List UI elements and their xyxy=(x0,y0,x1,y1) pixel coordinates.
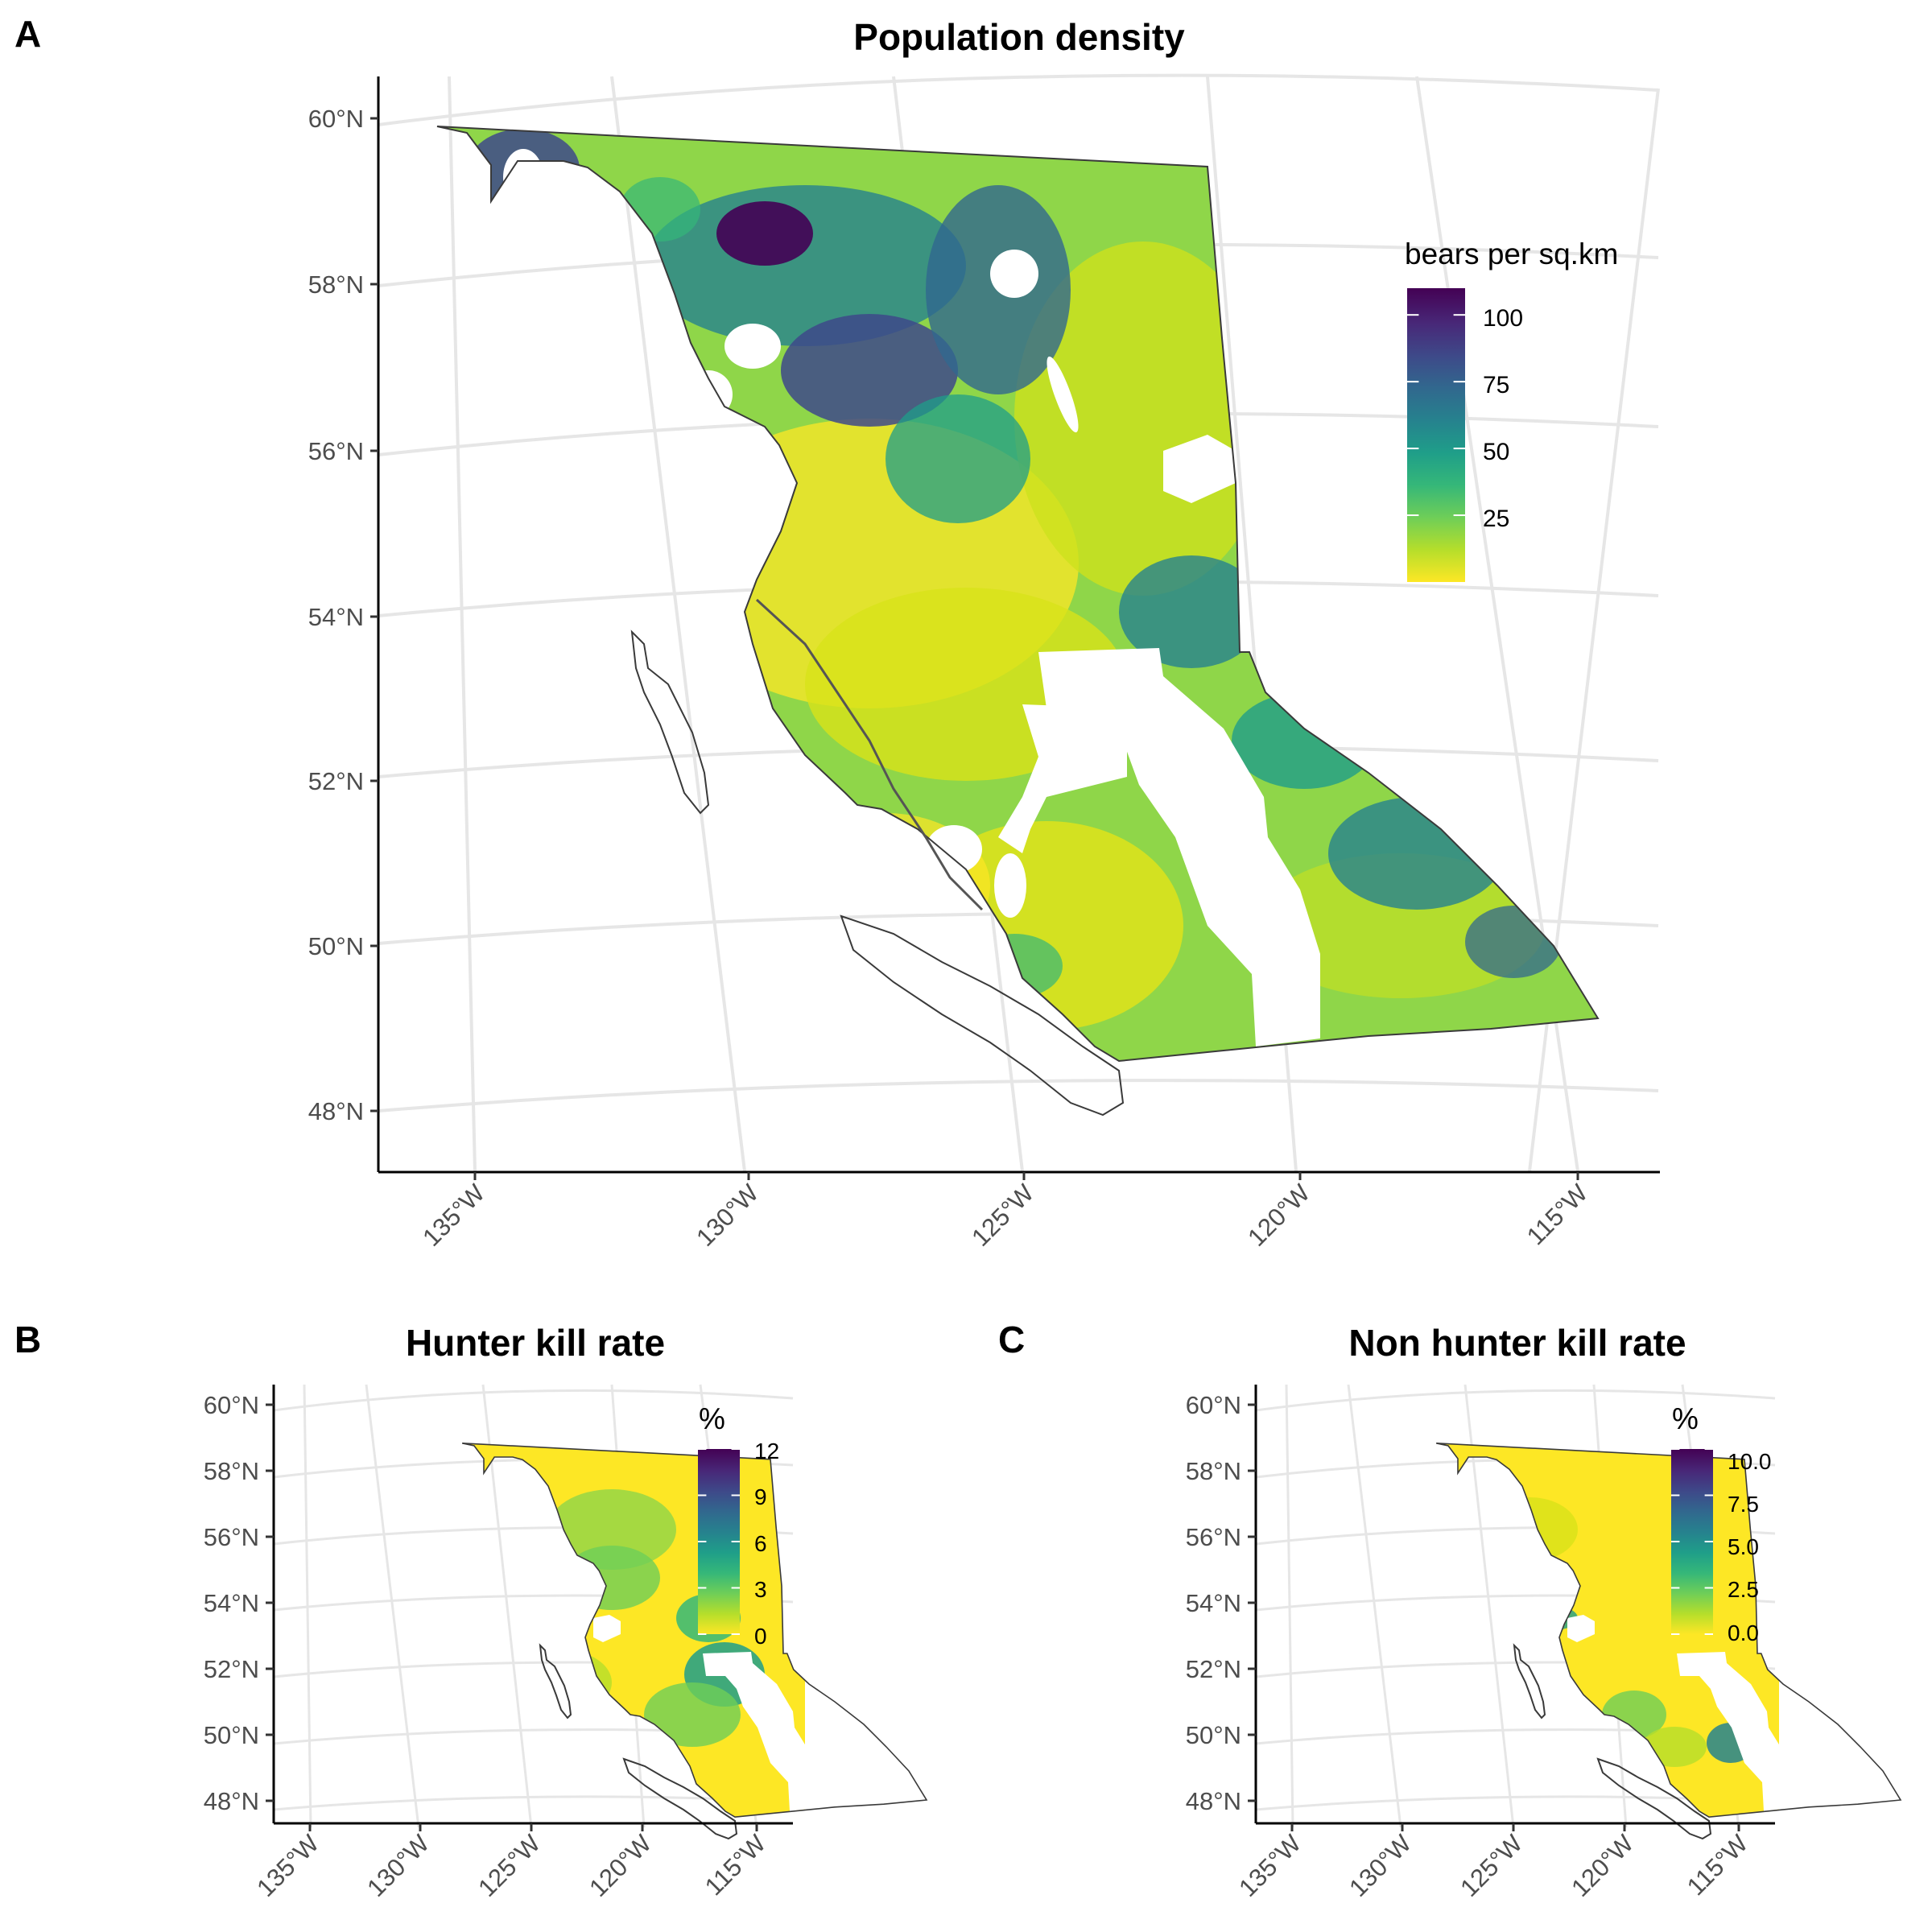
lon-label: 125°W xyxy=(966,1179,1039,1252)
panel-c-legend: % 10.0 7.5 5.0 2.5 0.0 xyxy=(1671,1402,1772,1645)
panel-a-legend: bears per sq.km 100 75 50 25 xyxy=(1405,237,1618,582)
lat-label: 58°N xyxy=(1186,1457,1241,1485)
lon-label: 125°W xyxy=(473,1829,546,1902)
panel-b-letter: B xyxy=(14,1319,41,1360)
lon-label: 130°W xyxy=(691,1179,764,1252)
lat-label: 56°N xyxy=(308,437,364,465)
panel-a-lat-labels: 60°N 58°N 56°N 54°N 52°N 50°N 48°N xyxy=(308,105,378,1125)
lat-label: 60°N xyxy=(308,105,364,133)
panel-b-ticks xyxy=(266,1403,758,1831)
legend-tick-label: 7.5 xyxy=(1728,1492,1759,1517)
lat-label: 56°N xyxy=(1186,1523,1241,1551)
lat-label: 48°N xyxy=(204,1787,259,1815)
panel-c-letter: C xyxy=(998,1319,1025,1360)
panel-c-no-data-areas xyxy=(1567,1615,1790,1811)
panel-c-title: Non hunter kill rate xyxy=(1348,1322,1686,1364)
lon-label: 130°W xyxy=(1344,1829,1417,1902)
lat-label: 48°N xyxy=(1186,1787,1241,1815)
legend-colorbar xyxy=(1407,288,1465,582)
panel-a: A Population density xyxy=(14,13,1660,1252)
lon-label: 115°W xyxy=(700,1829,772,1901)
lon-label: 130°W xyxy=(361,1829,435,1902)
legend-title: bears per sq.km xyxy=(1405,237,1618,270)
panel-c-lon-labels: 135°W 130°W 125°W 120°W 115°W xyxy=(1233,1829,1753,1902)
panel-a-coast-fjords xyxy=(755,598,984,911)
panel-a-vancouver-island xyxy=(840,914,1125,1117)
panel-b-no-data-areas xyxy=(593,1615,815,1811)
lat-label: 54°N xyxy=(1186,1589,1241,1617)
lat-label: 50°N xyxy=(308,932,364,960)
lat-label: 50°N xyxy=(1186,1721,1241,1749)
lat-label: 58°N xyxy=(204,1457,259,1485)
panel-b-legend: % 12 9 6 3 0 xyxy=(698,1402,779,1649)
lon-label: 120°W xyxy=(1566,1829,1639,1902)
lon-label: 115°W xyxy=(1682,1829,1754,1901)
panel-b-haida-gwaii xyxy=(539,1643,572,1719)
lon-label: 115°W xyxy=(1521,1179,1594,1251)
legend-tick-label: 9 xyxy=(754,1484,767,1509)
lat-label: 56°N xyxy=(204,1523,259,1551)
panel-c-vancouver-island xyxy=(1596,1757,1712,1840)
legend-tick-label: 3 xyxy=(754,1577,767,1602)
panel-a-letter: A xyxy=(14,13,41,55)
lat-label: 60°N xyxy=(1186,1391,1241,1419)
panel-a-title: Population density xyxy=(853,16,1185,58)
lon-label: 135°W xyxy=(417,1179,490,1252)
legend-tick-label: 100 xyxy=(1483,305,1523,332)
panel-b-vancouver-island xyxy=(622,1757,738,1840)
legend-title: % xyxy=(1672,1402,1699,1435)
legend-tick-label: 0 xyxy=(754,1624,767,1649)
legend-tick-label: 2.5 xyxy=(1728,1577,1759,1602)
panel-b-lat-labels: 60°N 58°N 56°N 54°N 52°N 50°N 48°N xyxy=(204,1391,259,1815)
lat-label: 48°N xyxy=(308,1097,364,1125)
lat-label: 54°N xyxy=(204,1589,259,1617)
lat-label: 52°N xyxy=(204,1655,259,1683)
panel-c-ticks xyxy=(1248,1403,1740,1831)
legend-tick-label: 10.0 xyxy=(1728,1449,1772,1474)
panel-c-lat-labels: 60°N 58°N 56°N 54°N 52°N 50°N 48°N xyxy=(1186,1391,1241,1815)
legend-tick-label: 6 xyxy=(754,1531,767,1556)
legend-tick-label: 12 xyxy=(754,1439,779,1463)
legend-tick-label: 75 xyxy=(1483,372,1509,398)
legend-tick-label: 0.0 xyxy=(1728,1620,1759,1645)
lat-label: 50°N xyxy=(204,1721,259,1749)
panel-a-lon-labels: 135°W 130°W 125°W 120°W 115°W xyxy=(417,1172,1593,1252)
panel-c-haida-gwaii xyxy=(1513,1643,1546,1719)
panel-b-title: Hunter kill rate xyxy=(406,1322,665,1364)
lat-label: 60°N xyxy=(204,1391,259,1419)
lat-label: 52°N xyxy=(1186,1655,1241,1683)
panel-c: C Non hunter kill rate xyxy=(998,1319,1901,1902)
legend-tick-label: 25 xyxy=(1483,506,1509,532)
lon-label: 120°W xyxy=(1242,1179,1315,1252)
lat-label: 54°N xyxy=(308,603,364,631)
legend-title: % xyxy=(699,1402,725,1435)
lon-label: 120°W xyxy=(584,1829,657,1902)
lon-label: 135°W xyxy=(251,1829,324,1902)
legend-tick-label: 50 xyxy=(1483,439,1509,465)
panel-b-lon-labels: 135°W 130°W 125°W 120°W 115°W xyxy=(251,1829,771,1902)
legend-tick-label: 5.0 xyxy=(1728,1534,1759,1559)
lat-label: 52°N xyxy=(308,767,364,795)
panel-c-kill-rate-map xyxy=(1436,1443,1779,1818)
lat-label: 58°N xyxy=(308,270,364,299)
panel-b: B Hunter kill rate xyxy=(14,1319,927,1902)
lon-label: 125°W xyxy=(1455,1829,1528,1902)
panel-a-haida-gwaii xyxy=(630,630,710,815)
lon-label: 135°W xyxy=(1233,1829,1307,1902)
